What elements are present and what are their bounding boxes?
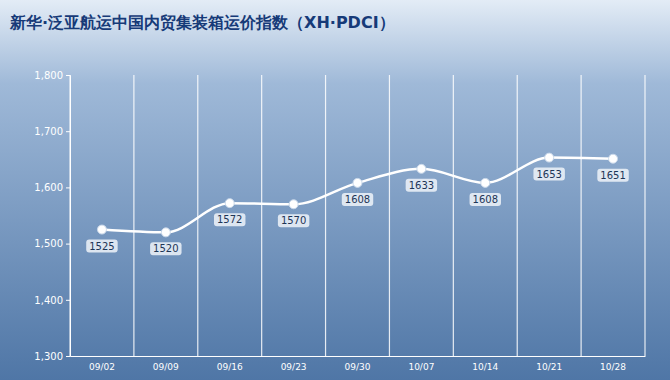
x-tick: 10/07 — [408, 356, 434, 372]
x-tick: 09/09 — [153, 356, 179, 372]
data-label-group: 1608 — [342, 193, 373, 206]
grid-line — [133, 75, 134, 356]
grid-line — [644, 75, 645, 356]
data-label-bg — [342, 193, 373, 206]
x-tick: 09/16 — [217, 356, 243, 372]
data-label-group: 1572 — [214, 213, 245, 226]
x-tick: 10/21 — [536, 356, 562, 372]
data-label-bg — [214, 213, 245, 226]
chart: 新华·泛亚航运中国内贸集装箱运价指数（XH·PDCI） 1,300 1,400 1,5… — [0, 0, 670, 380]
data-label: 1572 — [217, 214, 242, 225]
data-label-group: 1570 — [278, 214, 309, 227]
y-tick: 1,600 — [34, 182, 70, 193]
data-label: 1633 — [409, 180, 434, 191]
data-label-group: 1520 — [150, 242, 181, 255]
y-tick: 1,500 — [34, 238, 70, 249]
grid-line — [453, 75, 454, 356]
background — [0, 0, 670, 380]
x-tick: 09/23 — [281, 356, 307, 372]
y-tick-label: 1,700 — [34, 126, 63, 137]
x-tick-label: 09/16 — [217, 362, 243, 372]
x-tick-label: 09/02 — [89, 362, 115, 372]
x-tick: 10/14 — [472, 356, 498, 372]
grid-line — [389, 75, 390, 356]
x-axis-line — [71, 356, 646, 357]
data-label: 1608 — [473, 194, 498, 205]
point — [161, 228, 170, 237]
point — [609, 154, 618, 163]
grid-line — [197, 75, 198, 356]
point — [417, 164, 426, 173]
x-tick-label: 09/23 — [281, 362, 307, 372]
y-tick-label: 1,600 — [34, 182, 63, 193]
y-tick-mark — [66, 187, 70, 188]
point — [481, 178, 490, 187]
point — [353, 178, 362, 187]
data-label-bg — [470, 193, 501, 206]
x-axis: 09/02 09/09 09/16 09/23 09/30 10/07 10/14 10/21… — [71, 356, 646, 372]
grid-line — [261, 75, 262, 356]
data-label-group: 1633 — [406, 179, 437, 192]
line — [102, 158, 613, 233]
data-label-group: 1653 — [533, 168, 564, 181]
point — [545, 153, 554, 162]
y-tick-label: 1,400 — [34, 295, 63, 306]
y-axis-line — [66, 76, 71, 357]
y-tick: 1,800 — [34, 70, 70, 81]
data-label-bg — [533, 168, 564, 181]
data-labels: 1525 1520 1572 1570 1608 1633 1608 1653 1651 — [86, 168, 629, 256]
data-label: 1608 — [345, 194, 370, 205]
data-label-bg — [278, 214, 309, 227]
grid-line — [581, 75, 582, 356]
data-label-bg — [406, 179, 437, 192]
series — [97, 153, 617, 237]
x-tick-label: 10/21 — [536, 362, 562, 372]
y-tick-label: 1,800 — [34, 70, 63, 81]
point — [289, 200, 298, 209]
data-label-bg — [150, 242, 181, 255]
y-tick: 1,700 — [34, 126, 70, 137]
y-tick-label: 1,300 — [34, 351, 63, 362]
data-label-group: 1525 — [86, 240, 117, 253]
data-label: 1653 — [536, 169, 561, 180]
point — [97, 225, 106, 234]
y-axis: 1,300 1,400 1,500 1,600 1,700 1,800 — [34, 70, 70, 362]
data-label: 1651 — [600, 170, 625, 181]
y-tick-mark — [66, 300, 70, 301]
y-tick-mark — [66, 244, 70, 245]
x-tick: 09/30 — [345, 356, 371, 372]
data-label-group: 1651 — [597, 169, 628, 182]
data-label-group: 1608 — [470, 193, 501, 206]
y-tick: 1,300 — [34, 351, 70, 362]
data-label-bg — [86, 240, 117, 253]
x-tick-label: 10/14 — [472, 362, 498, 372]
grid-line — [325, 75, 326, 356]
y-tick-mark — [66, 131, 70, 132]
data-label: 1520 — [153, 243, 178, 254]
x-tick: 10/28 — [600, 356, 626, 372]
grid — [70, 75, 645, 356]
x-tick-label: 09/09 — [153, 362, 179, 372]
x-tick: 09/02 — [89, 356, 115, 372]
point — [225, 199, 234, 208]
data-label-bg — [597, 169, 628, 182]
y-tick: 1,400 — [34, 295, 70, 306]
y-tick-mark — [66, 356, 70, 357]
grid-line — [517, 75, 518, 356]
title: 新华·泛亚航运中国内贸集装箱运价指数（XH·PDCI） — [9, 13, 395, 32]
y-tick-label: 1,500 — [34, 238, 63, 249]
data-label: 1525 — [89, 241, 114, 252]
x-tick-label: 09/30 — [345, 362, 371, 372]
x-tick-label: 10/28 — [600, 362, 626, 372]
x-tick-label: 10/07 — [408, 362, 434, 372]
data-label: 1570 — [281, 215, 306, 226]
y-tick-mark — [66, 75, 70, 76]
